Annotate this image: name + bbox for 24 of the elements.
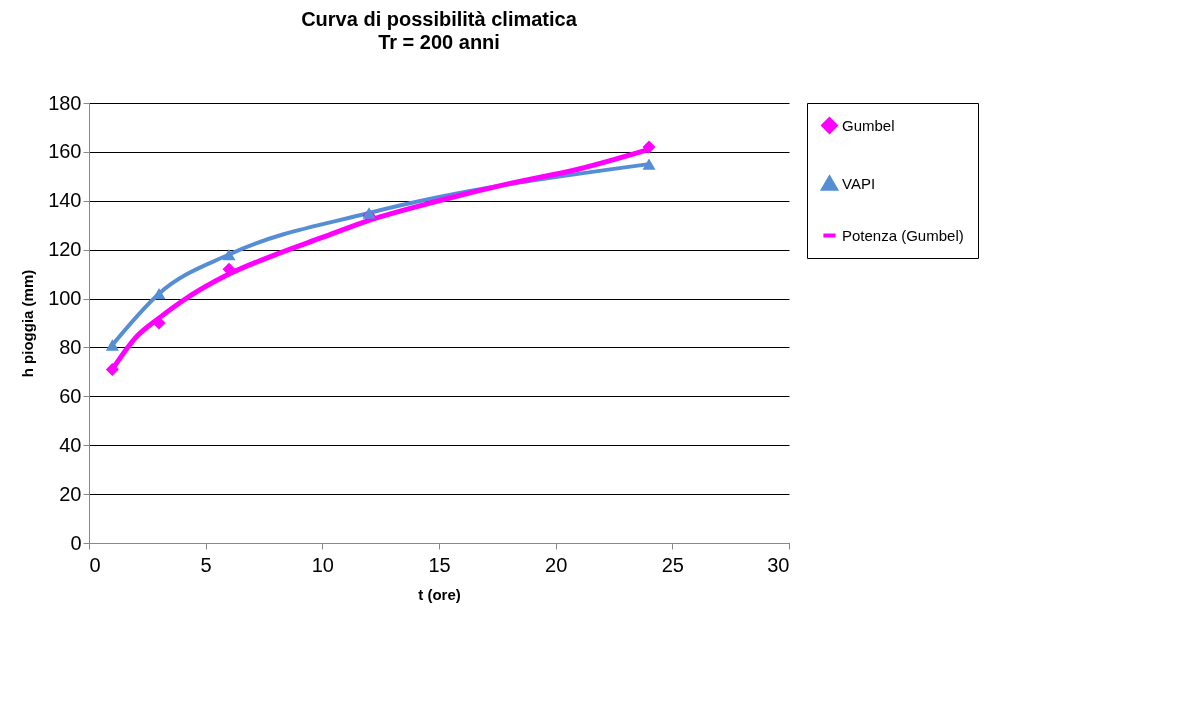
chart-subtitle: Tr = 200 anni (378, 31, 500, 53)
x-tick-label: 30 (767, 553, 790, 576)
x-tick-label: 20 (545, 553, 568, 576)
x-tick-label: 25 (661, 553, 684, 576)
y-tick-label: 180 (48, 91, 82, 114)
y-tick-label: 0 (70, 531, 82, 554)
y-tick-label: 100 (48, 287, 82, 310)
y-axis-title: h pioggia (mm) (19, 269, 37, 378)
y-tick-label: 140 (48, 189, 82, 212)
x-tick-label: 15 (428, 553, 451, 576)
y-tick-label: 40 (59, 433, 82, 456)
legend-label: VAPI (842, 174, 876, 192)
chart-title: Curva di possibilità climatica (301, 8, 578, 30)
x-tick-label: 0 (89, 553, 101, 576)
legend-label: Potenza (Gumbel) (842, 226, 964, 244)
y-tick-label: 60 (59, 384, 82, 407)
legend-label: Gumbel (842, 116, 895, 134)
y-tick-label: 160 (48, 140, 82, 163)
y-tick-label: 120 (48, 238, 82, 261)
x-tick-label: 5 (200, 553, 212, 576)
x-axis-title: t (ore) (418, 585, 461, 603)
x-tick-label: 10 (311, 553, 334, 576)
y-tick-label: 80 (59, 335, 82, 358)
y-tick-label: 20 (59, 482, 82, 505)
